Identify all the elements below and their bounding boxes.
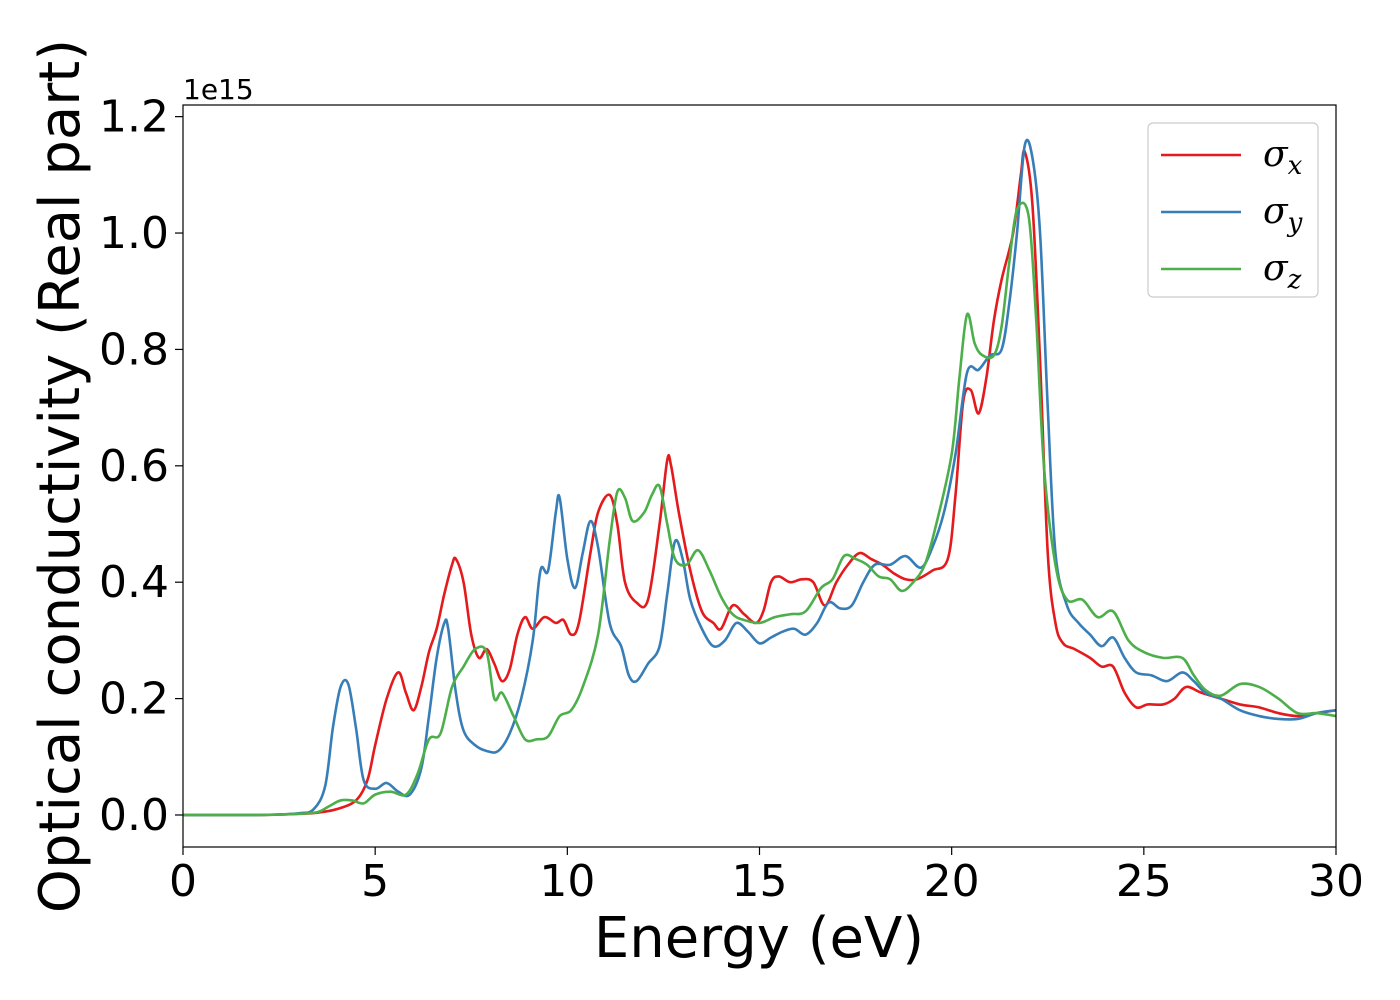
x-tick-label: 5 [361, 856, 389, 907]
x-tick-label: 30 [1308, 856, 1364, 907]
y-tick-label: 1.0 [99, 208, 169, 259]
x-tick-label: 10 [539, 856, 595, 907]
series-line-x [182, 149, 1337, 817]
legend-box [1147, 122, 1319, 298]
x-axis: 0 5 10 15 20 25 30 [169, 847, 1364, 907]
series-line-z [182, 201, 1337, 817]
y-tick-label: 0.8 [99, 324, 169, 375]
y-offset-label: 1e15 [183, 73, 254, 106]
y-tick-label: 0.6 [99, 441, 169, 492]
legend-label-z: σz [1263, 248, 1302, 295]
x-tick-label: 20 [924, 856, 980, 907]
y-tick-label: 1.2 [99, 92, 169, 143]
x-axis-title: Energy (eV) [594, 906, 924, 971]
x-tick-label: 25 [1116, 856, 1172, 907]
legend-label-x: σx [1263, 134, 1303, 181]
y-tick-label: 0.4 [99, 557, 169, 608]
series-line-y [182, 138, 1337, 817]
series-layer [182, 138, 1337, 817]
legend: σx σy σz [1147, 122, 1319, 298]
x-tick-label: 0 [169, 856, 197, 907]
x-tick-label: 15 [732, 856, 788, 907]
y-tick-label: 0.0 [99, 790, 169, 841]
y-axis: 0.0 0.2 0.4 0.6 0.8 1.0 1.2 [99, 92, 183, 841]
y-axis-title: Optical conductivity (Real part) [28, 39, 93, 913]
legend-label-y: σy [1263, 191, 1303, 238]
y-tick-label: 0.2 [99, 674, 169, 725]
